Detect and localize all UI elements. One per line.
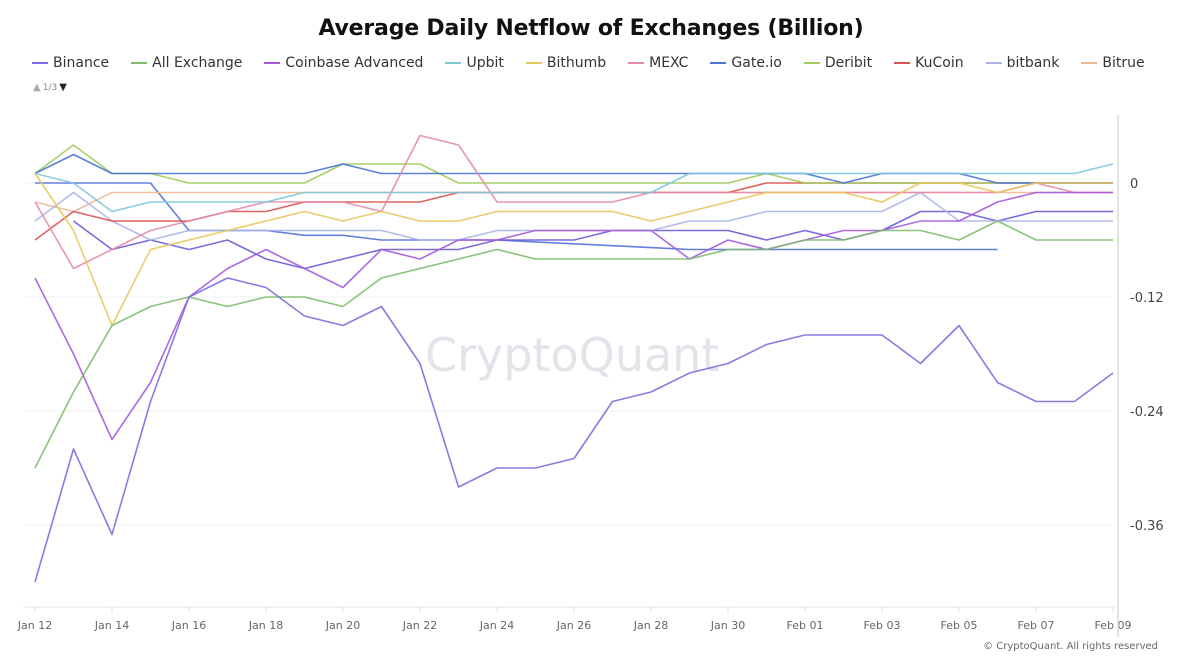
x-tick-label: Jan 24 — [479, 619, 514, 632]
legend-swatch — [628, 62, 645, 64]
x-tick-label: Feb 05 — [941, 619, 978, 632]
grid — [23, 182, 1115, 608]
x-tick-label: Jan 22 — [402, 619, 437, 632]
pager-page: 1/3 — [42, 82, 58, 93]
x-tick-label: Feb 09 — [1095, 619, 1132, 632]
x-tick-label: Jan 28 — [633, 619, 668, 632]
legend-label: Deribit — [824, 55, 873, 71]
legend-item-binance[interactable]: Binance — [32, 55, 109, 71]
legend-item-kucoin[interactable]: KuCoin — [894, 55, 964, 71]
legend-label: Binance — [53, 55, 110, 71]
x-tick-label: Jan 16 — [171, 619, 206, 632]
y-tick-label: 0 — [1130, 177, 1138, 192]
pager-down-icon[interactable]: ▼ — [59, 82, 67, 93]
x-tick-label: Jan 12 — [17, 619, 52, 632]
legend-item-bitbank[interactable]: bitbank — [985, 55, 1060, 71]
legend-item-bitrue[interactable]: Bitrue — [1081, 55, 1145, 71]
legend-swatch — [32, 62, 48, 64]
series-line-upbit — [34, 163, 1114, 213]
legend-swatch — [1081, 62, 1098, 64]
y-tick-label: -0.24 — [1130, 405, 1164, 420]
copyright: © CryptoQuant. All rights reserved — [983, 641, 1158, 652]
legend-pager: ▲ 1/3 ▼ — [33, 82, 67, 93]
series-line-deribit — [34, 144, 1113, 184]
legend-swatch — [710, 62, 727, 64]
series-line-series-12-hidden-page- — [73, 210, 1113, 270]
x-tick-label: Feb 03 — [864, 619, 901, 632]
legend-swatch — [445, 62, 462, 64]
legend-swatch — [803, 62, 820, 64]
legend-swatch — [264, 62, 281, 64]
pager-up-icon[interactable]: ▲ — [33, 82, 41, 93]
legend-item-bithumb[interactable]: Bithumb — [525, 55, 607, 71]
x-axis: Jan 12 Jan 14 Jan 16 Jan 18 Jan 20 Jan 22 Jan … — [17, 607, 1132, 632]
legend-item-gate-io[interactable]: Gate.io — [710, 55, 782, 71]
series-line-mexc — [34, 134, 1113, 270]
legend-label: bitbank — [1006, 55, 1060, 71]
legend-label: MEXC — [649, 55, 689, 71]
series-line-gate-io — [34, 153, 1113, 184]
x-tick-label: Feb 01 — [787, 619, 824, 632]
legend-label: Gate.io — [731, 55, 782, 71]
legend-label: Bitrue — [1102, 55, 1145, 71]
legend: Binance All Exchange Coinbase Advanced Upbi… — [32, 55, 1167, 71]
legend-swatch — [894, 62, 911, 64]
legend-item-upbit[interactable]: Upbit — [445, 55, 504, 71]
legend-swatch — [525, 62, 542, 64]
legend-item-mexc[interactable]: MEXC — [628, 55, 688, 71]
x-tick-label: Jan 20 — [325, 619, 360, 632]
series-line-bitbank — [34, 191, 1113, 241]
legend-label: Coinbase Advanced — [285, 55, 424, 71]
x-tick-label: Jan 26 — [556, 619, 591, 632]
legend-item-all-exchange[interactable]: All Exchange — [131, 55, 242, 71]
chart-title: Average Daily Netflow of Exchanges (Bill… — [318, 16, 864, 41]
y-tick-label: -0.36 — [1130, 519, 1164, 534]
y-axis: 0 -0.12 -0.24 -0.36 — [1117, 115, 1164, 637]
series-line-coinbase-advanced — [34, 191, 1113, 441]
series-line-bithumb — [34, 173, 1113, 327]
legend-label: Bithumb — [546, 55, 607, 71]
legend-label: Upbit — [466, 55, 504, 71]
legend-item-deribit[interactable]: Deribit — [803, 55, 873, 71]
x-tick-label: Jan 14 — [94, 619, 129, 632]
legend-swatch — [131, 62, 148, 64]
x-tick-label: Jan 18 — [248, 619, 283, 632]
legend-label: KuCoin — [915, 55, 964, 71]
legend-swatch — [985, 62, 1002, 64]
series-line-all-exchange — [34, 220, 1113, 469]
series-line-binance — [34, 277, 1114, 583]
x-tick-label: Jan 30 — [710, 619, 745, 632]
y-tick-label: -0.12 — [1130, 291, 1164, 306]
legend-item-coinbase-advanced[interactable]: Coinbase Advanced — [264, 55, 423, 71]
series-group — [34, 134, 1114, 583]
x-tick-label: Feb 07 — [1018, 619, 1055, 632]
legend-label: All Exchange — [152, 55, 243, 71]
